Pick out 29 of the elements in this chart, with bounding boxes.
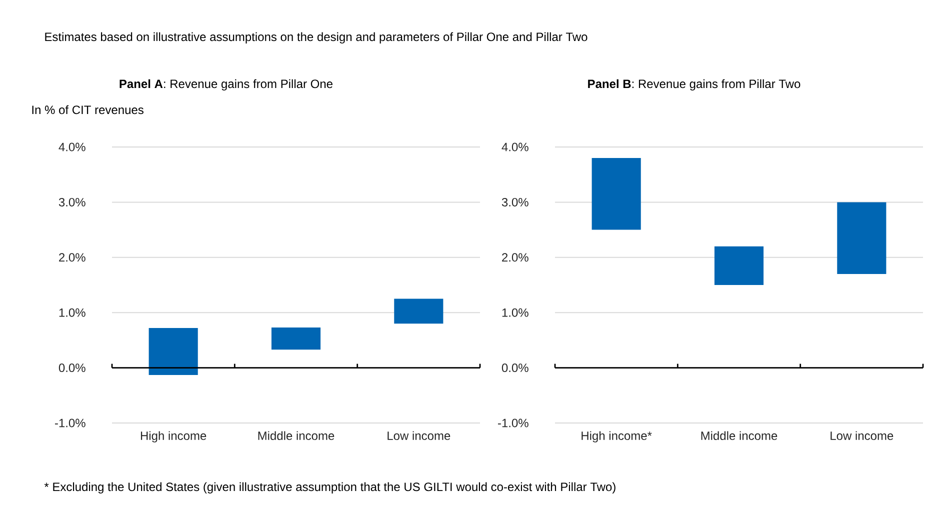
y-tick-label: -1.0% <box>54 418 86 428</box>
bar <box>714 246 764 286</box>
y-tick-label: 3.0% <box>502 198 528 206</box>
y-tick-label: 4.0% <box>502 142 528 152</box>
y-tick-label: 2.0% <box>502 253 528 262</box>
x-tick-label: High income <box>140 431 206 442</box>
y-tick-label: 1.0% <box>59 308 86 317</box>
chart-title: Panel B: Revenue gains from Pillar Two <box>588 79 800 90</box>
chart-title: Panel A: Revenue gains from Pillar One <box>120 79 332 90</box>
x-tick-label: Low income <box>388 431 450 440</box>
bar <box>592 158 641 230</box>
x-tick-label: Low income <box>830 431 894 440</box>
bar <box>837 202 886 274</box>
y-tick-label: 0.0% <box>502 364 528 372</box>
x-tick-label: High income* <box>582 431 652 442</box>
y-tick-label: 0.0% <box>58 364 86 372</box>
bar <box>148 328 198 375</box>
text: Estimates based on illustrative assumptions on the design and parameters of Pillar One and Pillar Two <box>45 32 588 44</box>
text: * Excluding the United States (given illustrative assumption that the US GILTI would co-exist with Pillar Two) <box>44 482 616 494</box>
y-tick-label: 1.0% <box>502 308 528 317</box>
bar <box>394 298 444 324</box>
y-tick-label: 4.0% <box>58 142 86 152</box>
y-tick-label: -1.0% <box>498 418 528 428</box>
x-tick-label: Middle income <box>701 431 778 440</box>
y-axis-title: In % of CIT revenues <box>32 105 144 114</box>
y-tick-label: 2.0% <box>59 253 86 262</box>
y-tick-label: 3.0% <box>58 198 86 206</box>
x-tick-label: Middle income <box>258 431 334 440</box>
bar <box>271 328 321 350</box>
